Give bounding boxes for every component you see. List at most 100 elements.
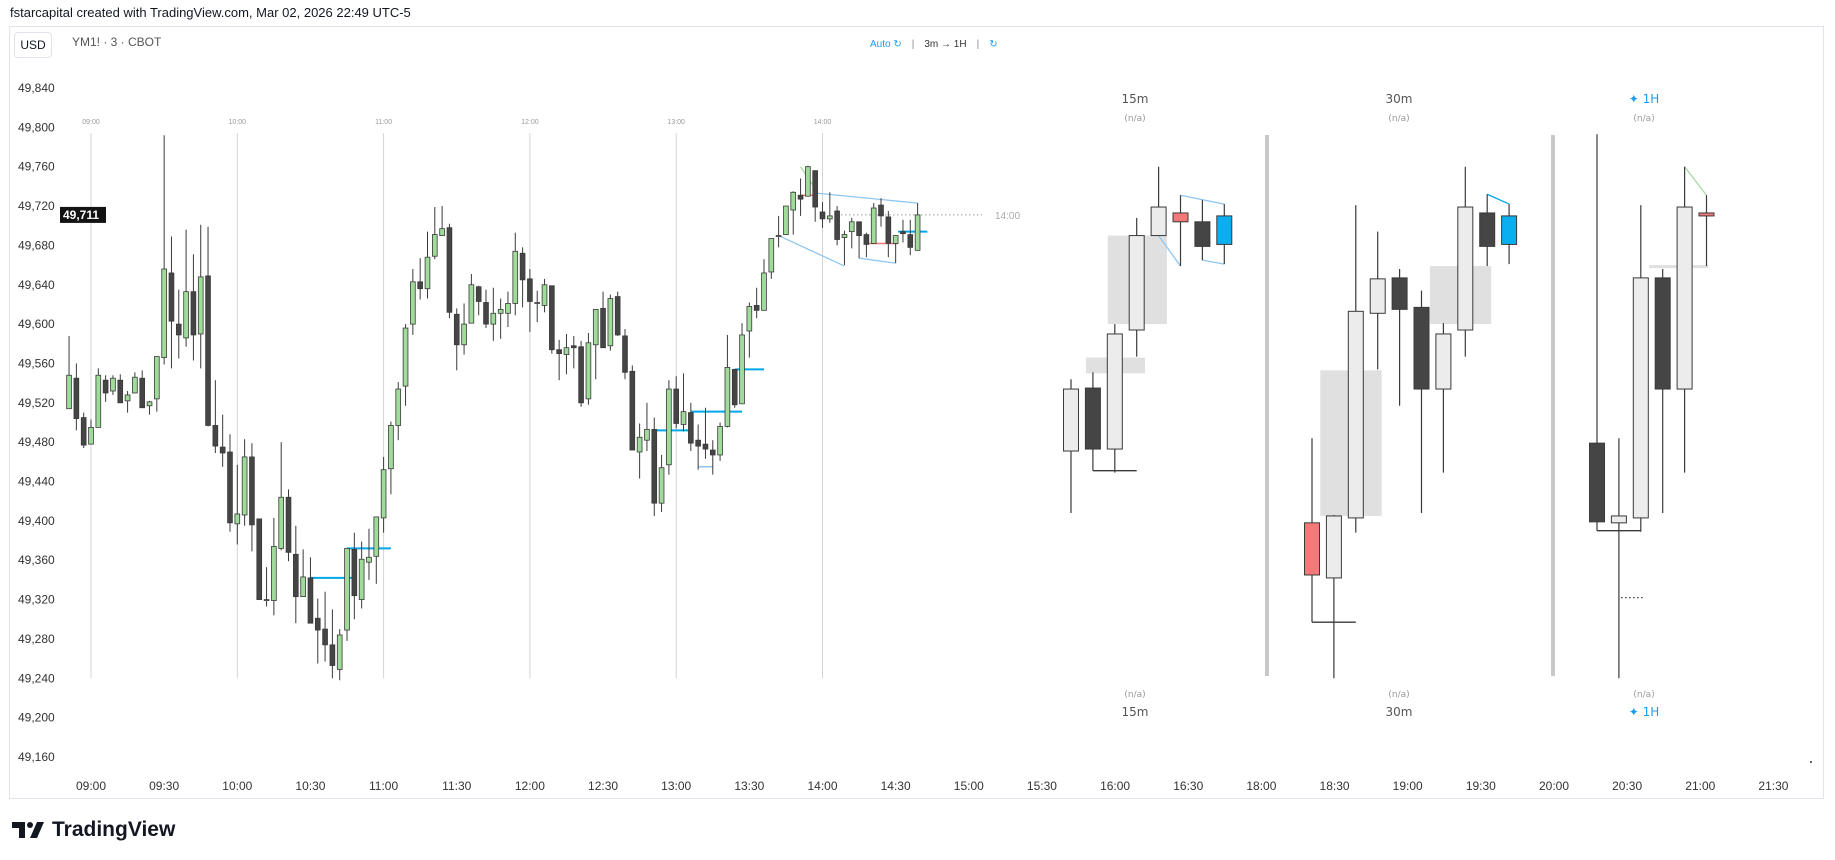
chart-frame[interactable]	[9, 26, 1824, 799]
htf-line-light_blue	[1158, 235, 1182, 267]
candle	[395, 382, 402, 441]
candle-body	[841, 234, 848, 238]
candle	[249, 443, 255, 552]
candle-body	[293, 553, 299, 598]
candle	[556, 339, 562, 381]
candle	[424, 231, 431, 299]
candle-body	[256, 518, 263, 600]
candle	[870, 203, 877, 244]
time-axis-label: 21:30	[1758, 779, 1788, 793]
timeframe-range[interactable]: 3m → 1H	[924, 39, 967, 50]
time-axis-label: 09:00	[76, 779, 106, 793]
htf-candle-body	[1501, 215, 1518, 245]
candle	[314, 598, 321, 664]
time-axis-label: 19:30	[1466, 779, 1496, 793]
candle-body	[154, 356, 160, 400]
candle-body	[322, 628, 328, 646]
htf-candle	[1391, 269, 1408, 406]
trendline-light_blue	[858, 257, 896, 264]
candle	[410, 269, 416, 335]
candle-body	[241, 456, 248, 516]
session-label: 10:00	[229, 119, 247, 126]
currency-button[interactable]: USD	[14, 32, 52, 58]
candle-body	[219, 446, 226, 454]
htf-candle	[1304, 438, 1320, 623]
scroll-marker	[1810, 761, 1812, 763]
candle-body	[197, 276, 204, 335]
htf-candle-body	[1413, 306, 1430, 390]
candle-body	[658, 467, 665, 504]
candle	[110, 375, 116, 395]
price-axis-label: 49,760	[18, 160, 55, 174]
htf-candle-body	[1589, 442, 1605, 523]
candle	[175, 289, 182, 359]
candle-body	[205, 275, 211, 426]
htf-candle	[1413, 290, 1430, 514]
candle	[636, 423, 643, 479]
candle	[541, 278, 548, 313]
price-axis-label: 49,800	[18, 120, 55, 134]
price-axis-label: 49,520	[18, 396, 55, 410]
candle	[432, 207, 438, 260]
htf-candle	[1479, 194, 1496, 267]
candle-body	[622, 335, 628, 373]
refresh-icon[interactable]: ↻	[989, 39, 998, 50]
candle	[812, 170, 818, 222]
candle	[336, 629, 343, 681]
candle-body	[95, 374, 102, 428]
candle-body	[461, 323, 467, 346]
candle-body	[863, 234, 870, 245]
htf-candle-body	[1194, 221, 1211, 247]
candle-body	[797, 194, 804, 200]
htf-candle	[1457, 166, 1474, 357]
auto-button[interactable]: Auto ↻	[870, 39, 902, 50]
time-axis-label: 14:30	[881, 779, 911, 793]
candle	[585, 332, 592, 405]
trendline-light_blue	[778, 234, 845, 267]
candle	[66, 335, 72, 410]
htf-candle	[1194, 200, 1211, 261]
candle	[263, 567, 270, 607]
htf-panel-title: ✦ 1H	[1629, 705, 1660, 719]
time-axis-label: 13:00	[661, 779, 691, 793]
candle-body	[848, 221, 855, 233]
candle	[592, 308, 599, 380]
candle	[717, 422, 723, 461]
time-axis-label: 20:30	[1612, 779, 1642, 793]
time-axis-label: 21:00	[1685, 779, 1715, 793]
price-axis-label: 49,200	[18, 711, 55, 725]
candle-body	[380, 469, 387, 519]
candle	[885, 210, 892, 258]
candle-body	[505, 303, 511, 314]
candle	[132, 372, 138, 394]
htf-candle	[1632, 205, 1649, 532]
candle	[124, 391, 131, 413]
candle	[834, 206, 840, 246]
candle	[402, 324, 409, 406]
candle	[856, 221, 862, 259]
candle	[366, 528, 372, 580]
candle-body	[117, 379, 124, 404]
candle	[563, 333, 570, 375]
candle-body	[885, 216, 892, 244]
candle-body	[175, 323, 182, 336]
htf-candle-body	[1172, 212, 1189, 223]
tradingview-logo[interactable]: TradingView	[12, 818, 175, 842]
candle-body	[592, 308, 599, 346]
time-axis-label: 14:00	[807, 779, 837, 793]
candle	[629, 365, 636, 451]
brand-name: TradingView	[52, 818, 176, 841]
candle	[775, 215, 782, 248]
candle	[907, 219, 914, 256]
time-axis-label: 11:30	[442, 779, 471, 793]
candle	[724, 334, 731, 428]
htf-candle-body	[1391, 277, 1408, 310]
candle-body	[856, 221, 862, 236]
page-title: fstarcapital created with TradingView.co…	[10, 5, 411, 20]
time-axis-label: 16:30	[1173, 779, 1203, 793]
htf-candle	[1216, 204, 1233, 265]
candle	[753, 287, 760, 319]
htf-panel-title: 15m	[1122, 705, 1149, 719]
candle-body	[746, 306, 753, 332]
